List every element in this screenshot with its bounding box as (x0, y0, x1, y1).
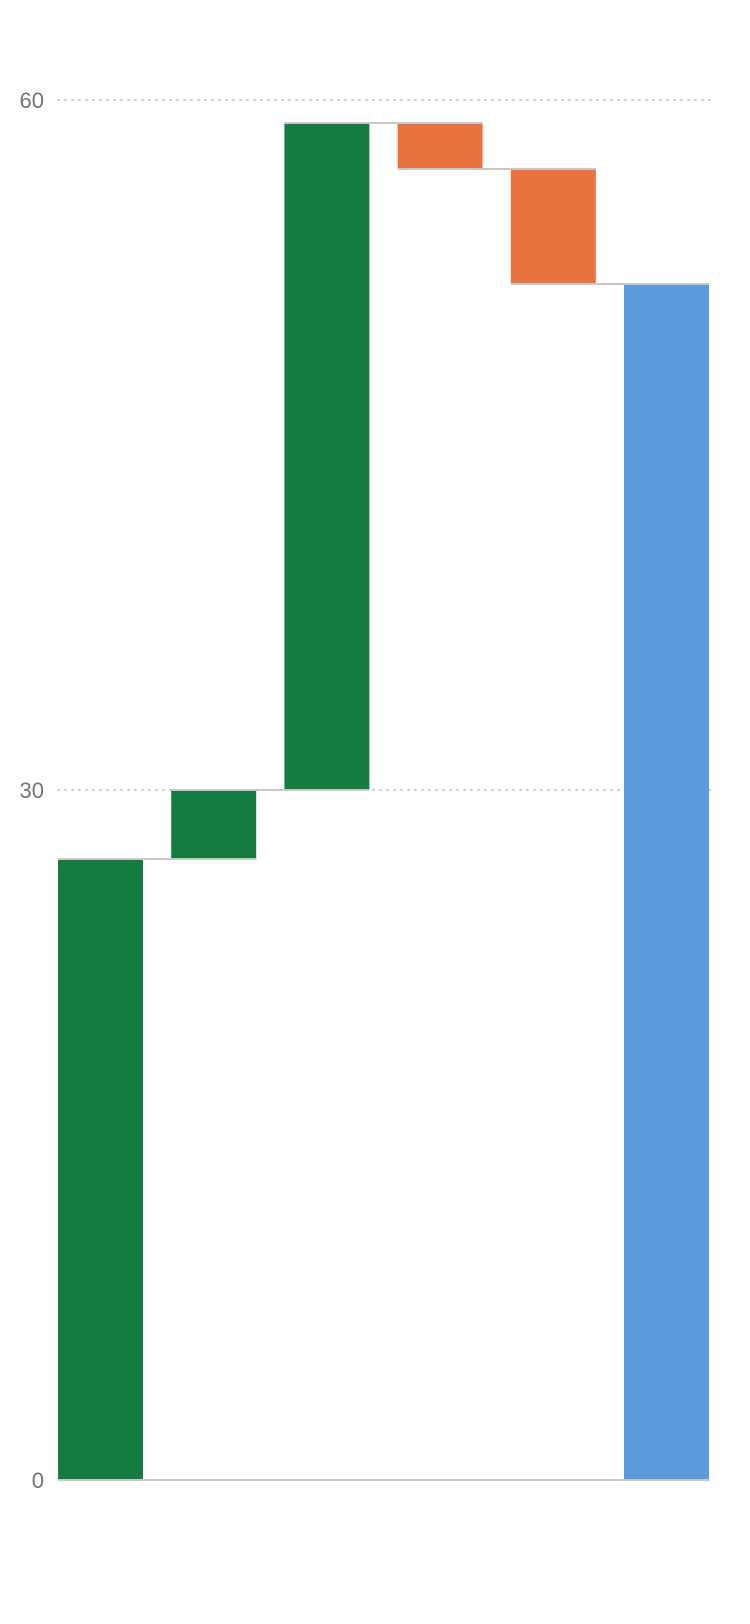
bar-5-decrease (510, 169, 596, 284)
bar-1-increase (58, 859, 143, 1480)
connectors (58, 122, 709, 860)
bar-2-increase (171, 790, 257, 859)
y-tick-labels: 0 30 60 (20, 88, 44, 1493)
bar-3-increase (284, 123, 370, 790)
bar-4-decrease (397, 123, 483, 169)
y-tick-label-60: 60 (20, 88, 44, 113)
bar-6-total (624, 284, 709, 1480)
gridlines (57, 99, 711, 791)
y-tick-label-30: 30 (20, 778, 44, 803)
y-tick-label-0: 0 (32, 1468, 44, 1493)
bars (58, 123, 709, 1480)
